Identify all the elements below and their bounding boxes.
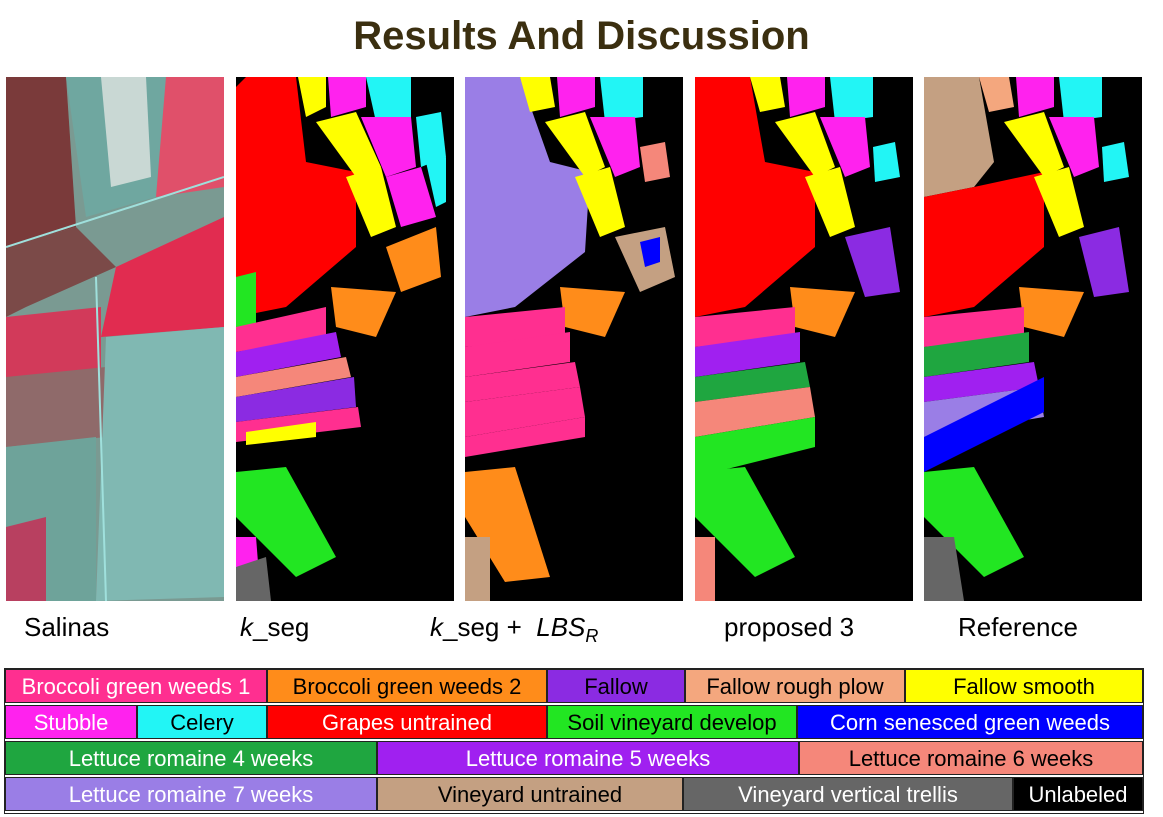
legend-item: Broccoli green weeds 2 xyxy=(267,669,547,703)
kseg-lbs-classification-map xyxy=(465,77,683,601)
legend-item: Vineyard untrained xyxy=(377,777,683,811)
legend-item: Stubble xyxy=(5,705,137,739)
page-title: Results And Discussion xyxy=(353,14,810,58)
caption-proposed: proposed 3 xyxy=(724,612,855,642)
legend-item: Grapes untrained xyxy=(267,705,547,739)
legend-item: Vineyard vertical trellis xyxy=(683,777,1013,811)
legend-item: Unlabeled xyxy=(1013,777,1143,811)
legend-item: Lettuce romaine 5 weeks xyxy=(377,741,799,775)
caption-lbs-mid: _seg + xyxy=(443,612,537,642)
class-legend: Broccoli green weeds 1 Broccoli green we… xyxy=(4,668,1144,814)
legend-item: Broccoli green weeds 1 xyxy=(5,669,267,703)
legend-row: Lettuce romaine 4 weeks Lettuce romaine … xyxy=(5,741,1143,777)
caption-kseg-lbs: k_seg + LBSR xyxy=(430,612,598,647)
legend-item: Lettuce romaine 7 weeks xyxy=(5,777,377,811)
reference-classification-map xyxy=(924,77,1142,601)
legend-item: Celery xyxy=(137,705,267,739)
kseg-classification-map xyxy=(236,77,454,601)
caption-kseg: k_seg xyxy=(240,612,309,643)
legend-item: Fallow xyxy=(547,669,685,703)
salinas-image xyxy=(6,77,224,601)
legend-item: Lettuce romaine 6 weeks xyxy=(799,741,1143,775)
caption-lbs-main: LBS xyxy=(536,612,586,642)
caption-lbs-k: k xyxy=(430,612,443,642)
legend-row: Broccoli green weeds 1 Broccoli green we… xyxy=(5,669,1143,705)
legend-item: Corn senesced green weeds xyxy=(797,705,1143,739)
caption-kseg-k: k xyxy=(240,612,253,642)
caption-reference: Reference xyxy=(958,612,1078,642)
legend-item: Fallow smooth xyxy=(905,669,1143,703)
legend-row: Lettuce romaine 7 weeks Vineyard untrain… xyxy=(5,777,1143,813)
caption-kseg-rest: _seg xyxy=(253,612,310,642)
caption-salinas: Salinas xyxy=(24,612,110,642)
legend-row: Stubble Celery Grapes untrained Soil vin… xyxy=(5,705,1143,741)
legend-item: Soil vineyard develop xyxy=(547,705,797,739)
legend-item: Fallow rough plow xyxy=(685,669,905,703)
proposed3-classification-map xyxy=(695,77,913,601)
legend-item: Lettuce romaine 4 weeks xyxy=(5,741,377,775)
caption-lbs-sub: R xyxy=(585,626,599,647)
